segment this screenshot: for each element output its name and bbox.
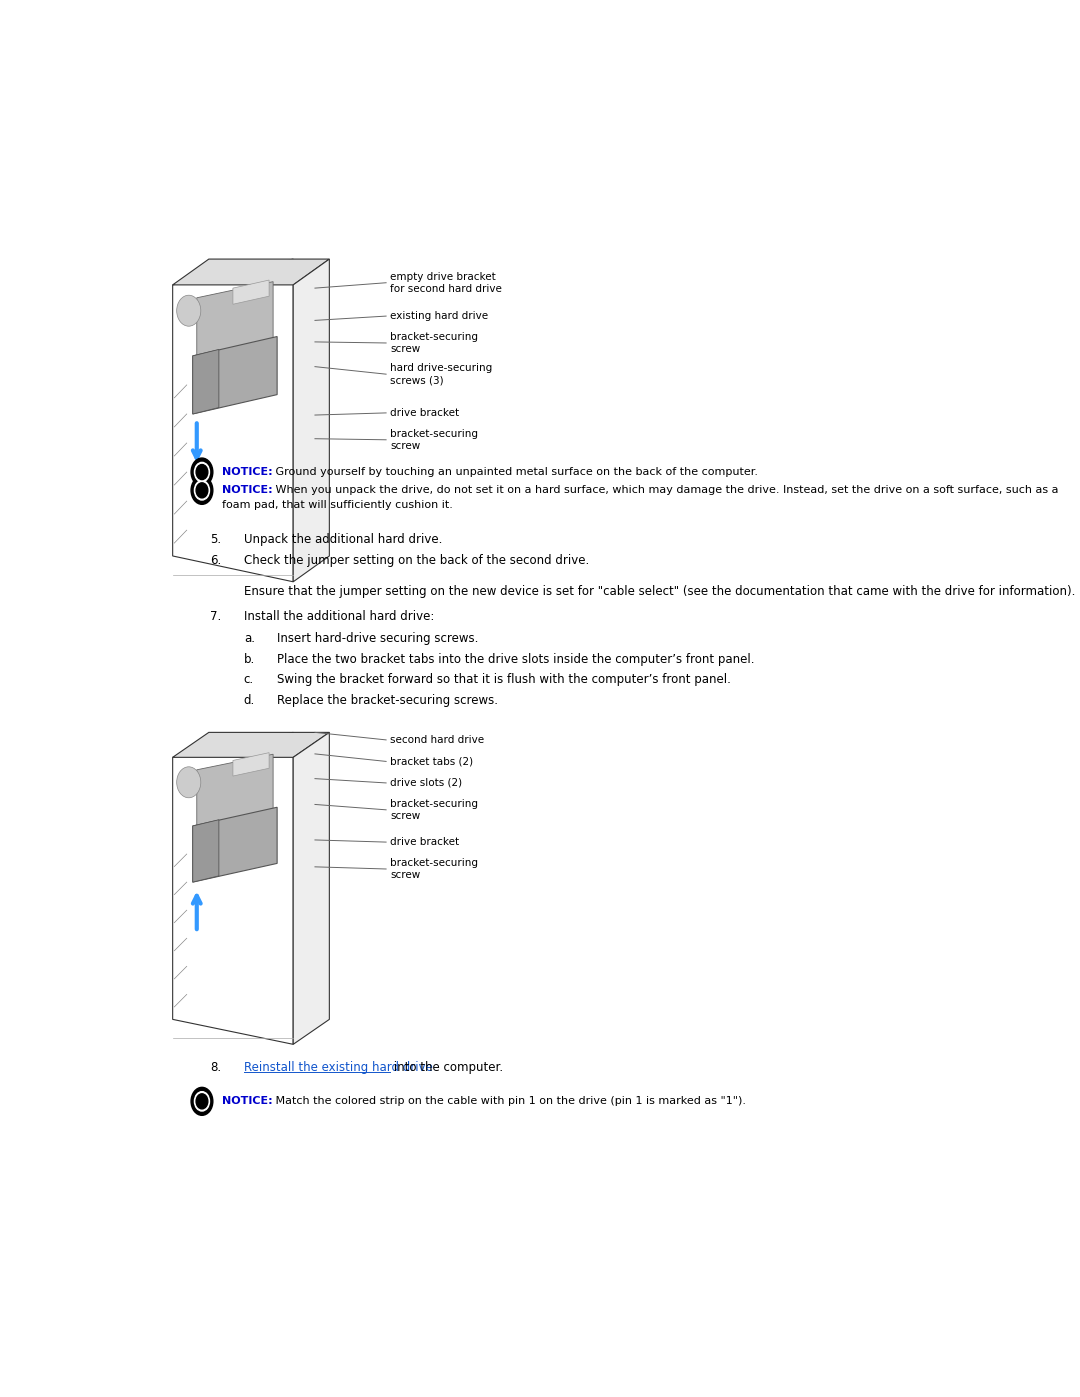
Text: 8.: 8. [211, 1062, 221, 1074]
Text: NOTICE:: NOTICE: [222, 467, 272, 476]
Text: NOTICE:: NOTICE: [222, 1097, 272, 1106]
Text: bracket-securing
screw: bracket-securing screw [390, 799, 478, 821]
Text: Insert hard-drive securing screws.: Insert hard-drive securing screws. [278, 633, 478, 645]
Text: Ensure that the jumper setting on the new device is set for "cable select" (see : Ensure that the jumper setting on the ne… [244, 585, 1076, 598]
Polygon shape [233, 753, 269, 777]
Text: into the computer.: into the computer. [390, 1062, 503, 1074]
Polygon shape [293, 732, 329, 1045]
Text: 6.: 6. [211, 553, 221, 567]
Text: bracket-securing
screw: bracket-securing screw [390, 858, 478, 880]
Text: NOTICE:: NOTICE: [222, 485, 272, 496]
Polygon shape [192, 337, 278, 414]
Text: drive slots (2): drive slots (2) [390, 778, 462, 788]
Circle shape [197, 465, 207, 479]
Text: c.: c. [244, 673, 254, 686]
Text: Ground yourself by touching an unpainted metal surface on the back of the comput: Ground yourself by touching an unpainted… [272, 467, 758, 476]
Text: drive bracket: drive bracket [390, 837, 459, 847]
Circle shape [194, 481, 210, 500]
Circle shape [191, 476, 213, 504]
Text: existing hard drive: existing hard drive [390, 312, 488, 321]
Polygon shape [192, 807, 278, 882]
Polygon shape [173, 732, 293, 1045]
Polygon shape [192, 820, 219, 882]
Polygon shape [233, 279, 269, 305]
Polygon shape [173, 258, 329, 285]
Text: bracket tabs (2): bracket tabs (2) [390, 756, 473, 767]
Text: b.: b. [244, 652, 255, 666]
Circle shape [177, 295, 201, 326]
Circle shape [191, 1087, 213, 1115]
Polygon shape [197, 754, 273, 826]
Circle shape [194, 1091, 210, 1111]
Text: 5.: 5. [211, 534, 221, 546]
Text: Match the colored strip on the cable with pin 1 on the drive (pin 1 is marked as: Match the colored strip on the cable wit… [272, 1097, 746, 1106]
Polygon shape [192, 349, 219, 414]
Polygon shape [197, 282, 273, 356]
Text: Check the jumper setting on the back of the second drive.: Check the jumper setting on the back of … [244, 553, 589, 567]
Text: Swing the bracket forward so that it is flush with the computer’s front panel.: Swing the bracket forward so that it is … [278, 673, 731, 686]
Text: d.: d. [244, 693, 255, 707]
Text: second hard drive: second hard drive [390, 735, 485, 745]
Text: hard drive-securing
screws (3): hard drive-securing screws (3) [390, 363, 492, 386]
Text: Replace the bracket-securing screws.: Replace the bracket-securing screws. [278, 693, 498, 707]
Text: foam pad, that will sufficiently cushion it.: foam pad, that will sufficiently cushion… [222, 500, 453, 510]
Text: When you unpack the drive, do not set it on a hard surface, which may damage the: When you unpack the drive, do not set it… [272, 485, 1058, 496]
Polygon shape [173, 258, 293, 581]
Circle shape [194, 462, 210, 482]
Text: bracket-securing
screw: bracket-securing screw [390, 429, 478, 451]
Circle shape [197, 483, 207, 497]
Text: empty drive bracket
for second hard drive: empty drive bracket for second hard driv… [390, 271, 502, 293]
Text: Place the two bracket tabs into the drive slots inside the computer’s front pane: Place the two bracket tabs into the driv… [278, 652, 755, 666]
Polygon shape [293, 258, 329, 581]
Text: drive bracket: drive bracket [390, 408, 459, 418]
Text: Install the additional hard drive:: Install the additional hard drive: [244, 609, 434, 623]
Polygon shape [173, 732, 329, 757]
Circle shape [177, 767, 201, 798]
Circle shape [197, 1094, 207, 1109]
Circle shape [191, 458, 213, 486]
Text: bracket-securing
screw: bracket-securing screw [390, 331, 478, 355]
Text: Unpack the additional hard drive.: Unpack the additional hard drive. [244, 534, 442, 546]
Text: 7.: 7. [211, 609, 221, 623]
Text: Reinstall the existing hard drive: Reinstall the existing hard drive [244, 1062, 433, 1074]
Text: a.: a. [244, 633, 255, 645]
